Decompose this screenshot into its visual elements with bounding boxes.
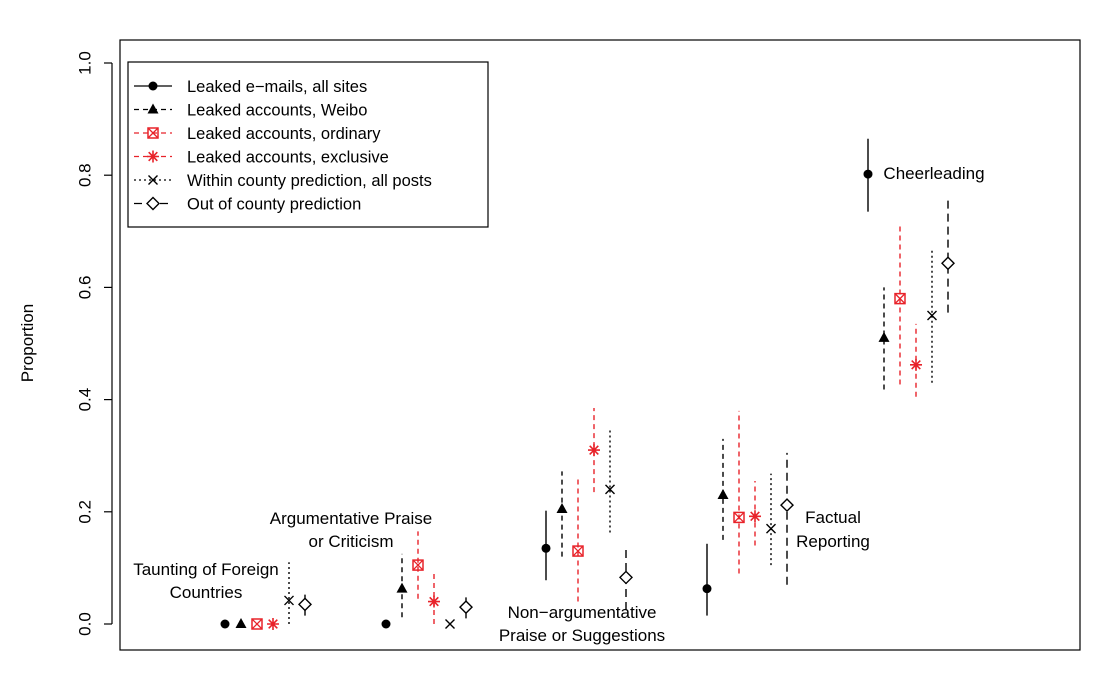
data-point — [267, 618, 279, 630]
data-point — [878, 331, 890, 342]
data-point-box — [251, 618, 263, 630]
legend-label: Within county prediction, all posts — [187, 172, 432, 190]
data-point-box — [733, 511, 745, 524]
data-point — [381, 619, 391, 629]
data-point — [251, 618, 263, 630]
category-label: or Criticism — [309, 532, 394, 551]
data-point-cross — [733, 511, 745, 523]
data-point — [572, 545, 584, 557]
plot-frame — [119, 39, 1081, 651]
data-point — [619, 570, 633, 585]
legend-marker-box — [147, 127, 159, 139]
legend-box — [127, 61, 489, 228]
y-tick-label: 0.2 — [75, 500, 94, 524]
data-point — [733, 511, 745, 524]
legend-marker — [148, 81, 158, 91]
category-label: Praise or Suggestions — [499, 626, 665, 645]
data-point — [894, 292, 906, 305]
data-point — [556, 502, 568, 513]
data-point — [588, 444, 600, 457]
data-point — [220, 619, 230, 629]
data-point-box — [412, 559, 424, 571]
category-label: Factual — [805, 508, 861, 527]
data-point — [749, 510, 761, 523]
category-label: Countries — [170, 583, 243, 602]
data-point-cross — [572, 545, 584, 557]
data-point-cross — [894, 293, 906, 305]
data-point — [235, 618, 247, 628]
category-label: Argumentative Praise — [270, 509, 433, 528]
legend-label: Leaked accounts, Weibo — [187, 102, 367, 120]
y-tick-label: 0.0 — [75, 612, 94, 636]
legend-marker — [148, 175, 158, 185]
data-point — [717, 488, 729, 499]
category-annotations: Taunting of Foreign Countries Argumentativ… — [133, 164, 984, 645]
data-point-cross — [251, 618, 263, 630]
y-tick-label: 0.8 — [75, 163, 94, 187]
data-point — [428, 595, 440, 608]
legend-label: Out of county prediction — [187, 196, 361, 214]
data-point — [541, 543, 551, 553]
legend-marker — [147, 127, 159, 139]
category-label: Taunting of Foreign — [133, 560, 279, 579]
y-tick-label: 0.6 — [75, 276, 94, 300]
legend-marker-cross — [147, 127, 159, 139]
data-point — [780, 498, 794, 513]
legend-marker — [147, 150, 159, 163]
data-point — [910, 358, 922, 371]
data-point — [298, 597, 312, 612]
data-point — [863, 169, 873, 179]
data-point-box — [572, 545, 584, 557]
data-marks — [220, 138, 955, 630]
data-point — [941, 256, 955, 271]
legend-marker — [147, 103, 159, 114]
data-point — [702, 584, 712, 594]
category-label: Non−argumentative — [508, 603, 657, 622]
data-point — [445, 619, 455, 629]
data-point — [927, 310, 937, 321]
legend-marker — [146, 196, 160, 211]
data-point — [284, 595, 294, 606]
y-axis: 0.0 0.2 0.4 0.6 0.8 1.0 — [75, 51, 113, 636]
data-point — [766, 523, 776, 534]
legend-label: Leaked e−mails, all sites — [187, 78, 367, 96]
data-point-cross — [412, 559, 424, 571]
data-point — [459, 600, 473, 615]
y-tick-label: 0.4 — [75, 388, 94, 412]
data-point — [605, 484, 615, 495]
category-label: Cheerleading — [883, 164, 984, 183]
legend-label: Leaked accounts, exclusive — [187, 149, 389, 167]
y-axis-title: Proportion — [18, 304, 37, 382]
legend-label: Leaked accounts, ordinary — [187, 125, 381, 143]
category-label: Reporting — [796, 532, 870, 551]
data-point — [412, 559, 424, 571]
data-point — [396, 582, 408, 593]
y-tick-label: 1.0 — [75, 51, 94, 75]
legend: Leaked e−mails, all sites Leaked accounts… — [127, 61, 489, 228]
data-point-box — [894, 292, 906, 305]
